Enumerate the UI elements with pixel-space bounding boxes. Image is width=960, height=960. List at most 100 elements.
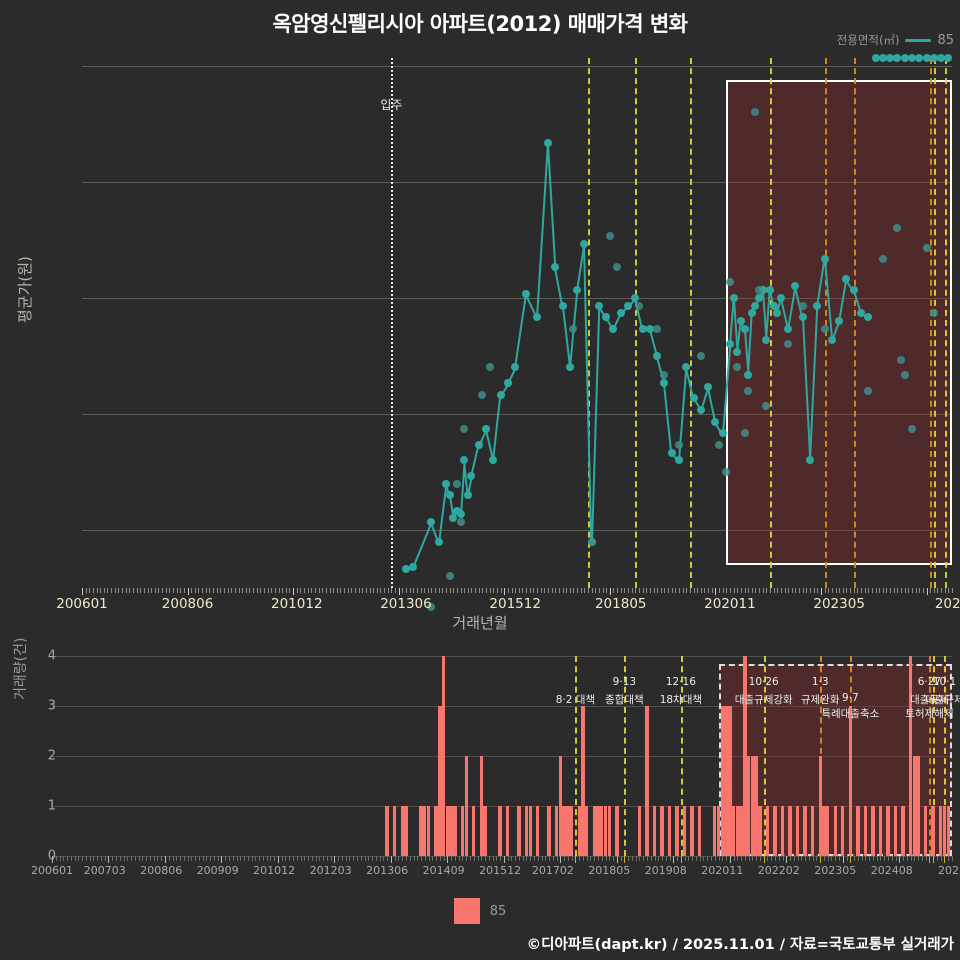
data-point <box>864 313 873 322</box>
data-point <box>765 286 774 295</box>
axis-tick <box>333 588 335 593</box>
axis-tick <box>336 588 338 593</box>
axis-tick <box>936 856 938 861</box>
volume-bar <box>645 706 649 856</box>
axis-tick <box>773 588 775 593</box>
axis-tick <box>911 588 913 593</box>
volume-bar <box>788 806 792 856</box>
scatter-point <box>478 390 487 399</box>
axis-tick <box>357 856 359 861</box>
axis-tick <box>387 856 389 861</box>
data-point <box>886 54 895 62</box>
axis-tick <box>372 856 374 861</box>
gridline <box>52 856 952 857</box>
axis-tick <box>664 588 666 593</box>
price-y-axis-title: 평균가(원) <box>16 256 34 323</box>
data-point <box>449 514 458 523</box>
data-point <box>573 286 582 295</box>
scatter-point <box>674 440 683 449</box>
axis-tick <box>571 856 573 861</box>
axis-tick <box>500 588 502 593</box>
axis-tick <box>390 856 392 863</box>
axis-tick <box>660 588 662 593</box>
axis-tick <box>518 588 520 593</box>
axis-tick <box>897 588 899 593</box>
data-point <box>762 336 771 345</box>
x-tick-label: 202305 <box>813 596 865 612</box>
price-x-ticks <box>82 588 953 595</box>
axis-tick <box>325 588 327 593</box>
volume-bar <box>810 806 815 856</box>
volume-bar <box>607 806 611 856</box>
data-point <box>740 324 749 333</box>
x-tick-label: 202408 <box>870 864 913 877</box>
axis-tick <box>831 856 833 861</box>
data-point <box>682 363 691 372</box>
data-point <box>835 317 844 326</box>
axis-tick <box>500 856 502 861</box>
axis-tick <box>469 856 471 861</box>
axis-tick <box>643 856 645 861</box>
axis-tick <box>161 856 163 861</box>
axis-tick <box>228 856 230 861</box>
volume-y-axis-title: 거래량(건) <box>13 637 29 700</box>
axis-tick <box>234 588 236 593</box>
x-tick-label: 201702 <box>531 864 574 877</box>
axis-tick <box>868 588 870 593</box>
data-point <box>511 363 520 372</box>
policy-vertical-line <box>824 58 827 588</box>
axis-tick <box>748 856 750 861</box>
scatter-point <box>784 340 793 349</box>
data-point <box>791 282 800 291</box>
axis-tick <box>635 856 637 861</box>
data-point <box>442 479 451 488</box>
legend-bar-swatch <box>453 898 480 924</box>
axis-tick <box>59 856 61 861</box>
axis-tick <box>369 588 371 593</box>
axis-tick <box>658 856 660 861</box>
axis-tick <box>147 588 149 593</box>
axis-tick <box>467 588 469 593</box>
axis-tick <box>157 856 159 861</box>
axis-tick <box>198 588 200 593</box>
axis-tick <box>590 856 592 861</box>
volume-bar <box>946 806 950 856</box>
axis-tick <box>131 856 133 861</box>
axis-tick <box>504 588 506 595</box>
axis-tick <box>617 588 619 593</box>
axis-tick <box>471 588 473 593</box>
policy-annotation: 규제완화 <box>800 694 840 706</box>
axis-tick <box>726 856 728 861</box>
axis-tick <box>669 856 671 861</box>
axis-tick <box>929 856 931 863</box>
axis-tick <box>786 856 788 863</box>
axis-tick <box>304 856 306 861</box>
axis-tick <box>755 588 757 593</box>
legend-line-swatch <box>905 38 932 42</box>
axis-tick <box>680 856 682 863</box>
data-point <box>460 456 469 465</box>
axis-tick <box>129 588 131 593</box>
axis-tick <box>948 856 950 861</box>
axis-tick <box>649 588 651 593</box>
policy-annotation: 토허제해제 <box>905 708 954 720</box>
scatter-point <box>569 324 578 333</box>
axis-tick <box>89 856 91 861</box>
volume-bar <box>392 806 397 856</box>
axis-tick <box>733 588 735 593</box>
data-point <box>871 54 880 62</box>
volume-bar <box>536 806 540 856</box>
x-tick-label: 201512 <box>479 864 522 877</box>
axis-tick <box>206 856 208 861</box>
axis-tick <box>714 856 716 861</box>
volume-x-ticks <box>52 856 953 863</box>
axis-tick <box>921 856 923 861</box>
axis-tick <box>496 856 498 861</box>
axis-tick <box>631 588 633 593</box>
volume-bar <box>434 806 438 856</box>
axis-tick <box>195 856 197 861</box>
axis-tick <box>944 588 946 593</box>
volume-bar <box>912 756 917 856</box>
axis-tick <box>692 856 694 861</box>
